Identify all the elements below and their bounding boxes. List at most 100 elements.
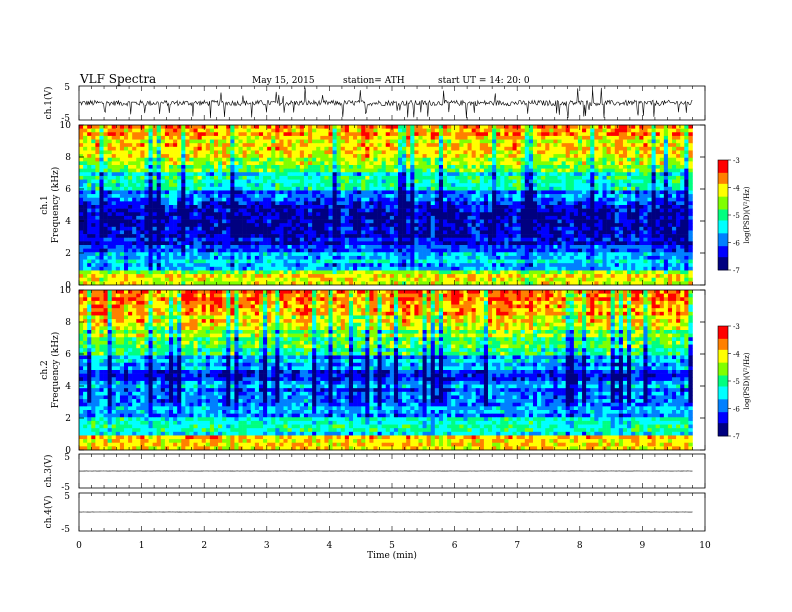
spectrogram-cell (336, 212, 342, 217)
spectrogram-cell (635, 237, 640, 242)
spectrogram-cell (107, 161, 113, 166)
spectrogram-cell (189, 165, 194, 169)
spectrogram-cell (496, 135, 501, 140)
spectrogram-cell (430, 223, 436, 228)
spectrogram-cell (336, 128, 342, 133)
spectrogram-cell (496, 230, 501, 235)
spectrogram-cell (393, 135, 399, 140)
spectrogram-cell (148, 190, 153, 195)
spectrogram-cell (213, 161, 219, 166)
spectrogram-cell (622, 212, 628, 217)
spectrogram-cell (209, 194, 215, 199)
spectrogram-cell (406, 226, 411, 231)
spectrogram-cell (475, 183, 481, 188)
spectrogram-cell (422, 128, 427, 133)
spectrogram-cell (271, 172, 276, 177)
spectrogram-cell (565, 219, 571, 224)
spectrogram-cell (684, 179, 689, 184)
spectrogram-cell (463, 128, 468, 133)
spectrogram-cell (340, 219, 346, 224)
spectrogram-cell (340, 205, 346, 209)
spectrogram-cell (537, 190, 542, 195)
spectrogram-cell (627, 237, 632, 242)
spectrogram-cell (573, 139, 579, 144)
spectrogram-cell (308, 201, 313, 206)
spectrogram-cell (385, 154, 391, 159)
spectrogram-cell (320, 194, 325, 199)
spectrogram-cell (197, 237, 202, 242)
spectrogram-cell (508, 139, 513, 144)
spectrogram-cell (561, 154, 566, 159)
spectrogram-cell (389, 146, 395, 151)
spectrogram-cell (164, 146, 170, 151)
spectrogram-cell (463, 175, 468, 180)
spectrogram-cell (553, 132, 558, 137)
spectrogram-cell (643, 143, 648, 148)
spectrogram-cell (684, 241, 689, 246)
spectrogram-cell (340, 143, 346, 148)
spectrogram-cell (79, 154, 84, 159)
spectrogram-cell (128, 197, 133, 202)
spectrogram-cell (393, 186, 399, 191)
spectrogram-cell (610, 212, 616, 217)
spectrogram-cell (312, 237, 317, 242)
spectrogram-cell (627, 230, 632, 235)
spectrogram-cell (99, 135, 104, 140)
spectrogram-cell (369, 234, 374, 239)
spectrogram-cell (389, 237, 395, 242)
spectrogram-cell (590, 215, 595, 220)
spectrogram-cell (676, 237, 681, 242)
spectrogram-cell (168, 194, 174, 199)
spectrogram-cell (312, 179, 317, 184)
spectrogram-cell (545, 194, 550, 199)
spectrogram-cell (643, 139, 648, 144)
spectrogram-cell (676, 161, 681, 166)
spectrogram-cell (528, 212, 534, 217)
spectrogram-cell (156, 135, 162, 140)
spectrogram-cell (443, 194, 448, 199)
spectrogram-cell (565, 161, 571, 166)
spectrogram-cell (430, 165, 436, 169)
spectrogram-cell (193, 161, 198, 166)
spectrogram-cell (487, 237, 493, 242)
spectrogram-cell (275, 128, 280, 133)
spectrogram-cell (545, 172, 550, 177)
spectrogram-cell (463, 161, 468, 166)
spectrogram-cell (414, 201, 419, 206)
spectrogram-cell (144, 208, 149, 213)
spectrogram-cell (487, 230, 493, 235)
spectrogram-cell (635, 146, 640, 151)
spectrogram-cell (688, 175, 693, 180)
spectrogram-cell (479, 139, 485, 144)
spectrogram-cell (230, 226, 235, 231)
spectrogram-cell (610, 226, 616, 231)
spectrogram-cell (602, 194, 607, 199)
spectrogram-cell (324, 215, 329, 220)
spectrogram-cell (565, 215, 571, 220)
spectrogram-cell (144, 183, 149, 188)
spectrogram-cell (430, 146, 436, 151)
spectrogram-cell (663, 201, 669, 206)
spectrogram-cell (152, 165, 158, 169)
spectrogram-cell (418, 201, 423, 206)
spectrogram-cell (680, 208, 685, 213)
spectrogram-cell (271, 128, 276, 133)
spectrogram-cell (218, 168, 223, 173)
spectrogram-cell (598, 234, 603, 239)
spectrogram-cell (226, 183, 231, 188)
spectrogram-cell (275, 175, 280, 180)
spectrogram-cell (177, 157, 182, 162)
spectrogram-cell (586, 186, 591, 191)
spectrogram-cell (201, 146, 207, 151)
spectrogram-cell (299, 157, 305, 162)
spectrogram-cell (557, 201, 562, 206)
spectrogram-cell (254, 212, 260, 217)
spectrogram-cell (479, 237, 485, 242)
spectrogram-cell (561, 168, 566, 173)
spectrogram-cell (336, 230, 342, 235)
spectrogram-cell (483, 201, 489, 206)
spectrogram-cell (635, 194, 640, 199)
spectrogram-cell (324, 128, 329, 133)
spectrogram-cell (512, 223, 517, 228)
spectrogram-cell (520, 165, 526, 169)
